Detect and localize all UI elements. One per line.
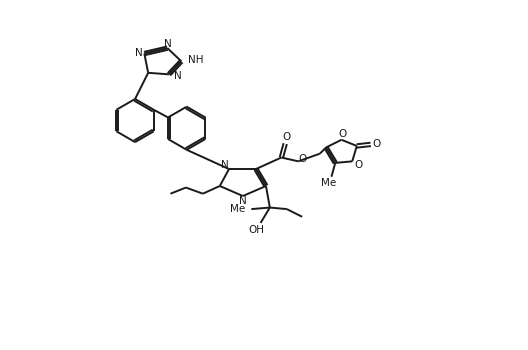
Text: OH: OH	[249, 225, 265, 235]
Text: O: O	[354, 160, 363, 170]
Text: O: O	[282, 133, 291, 142]
Text: O: O	[298, 154, 306, 164]
Text: Me: Me	[230, 204, 245, 214]
Text: NH: NH	[188, 55, 204, 65]
Text: N: N	[135, 48, 143, 58]
Text: O: O	[338, 130, 346, 139]
Text: N: N	[164, 38, 172, 49]
Text: N: N	[239, 196, 247, 206]
Text: Me: Me	[322, 178, 337, 188]
Text: N: N	[174, 71, 182, 81]
Text: O: O	[373, 139, 381, 149]
Text: N: N	[221, 160, 228, 170]
